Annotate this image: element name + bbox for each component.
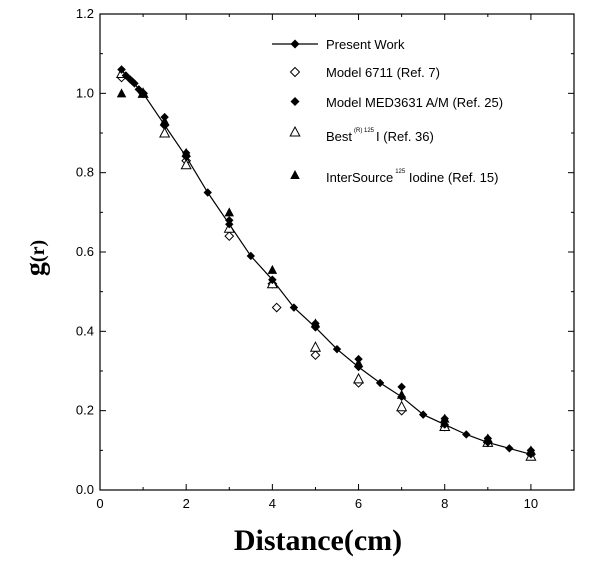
data-point-present-work <box>268 275 277 284</box>
data-point-present-work <box>483 438 493 447</box>
data-point-intersource <box>224 207 235 217</box>
y-tick-label: 0.6 <box>76 244 94 259</box>
x-tick-label: 2 <box>183 496 190 511</box>
x-tick-label: 6 <box>355 496 362 511</box>
legend-entry-best: Best (R) 125 I (Ref. 36) <box>289 125 434 144</box>
y-tick-label: 0.4 <box>76 323 94 338</box>
data-point-present-work <box>117 65 126 74</box>
legend-entry-model-6711: Model 6711 (Ref. 7) <box>289 65 440 80</box>
legend-marker-present-work <box>290 39 300 49</box>
legend-label-best-rest: I (Ref. 36) <box>376 129 434 144</box>
series-model-med3631 <box>117 65 536 455</box>
data-point-present-work <box>526 450 536 459</box>
data-point-present-work <box>354 362 363 372</box>
x-tick-label: 8 <box>441 496 448 511</box>
legend-entry-model-med3631: Model MED3631 A/M (Ref. 25) <box>290 95 503 110</box>
x-tick-label: 4 <box>269 496 276 511</box>
data-point-present-work <box>505 444 514 453</box>
data-point-present-work <box>397 392 406 401</box>
legend-label-model-med3631: Model MED3631 A/M (Ref. 25) <box>326 95 503 110</box>
data-point-present-work <box>418 410 428 419</box>
x-tick-label: 10 <box>524 496 538 511</box>
series-layer <box>115 65 537 461</box>
series-best <box>115 67 537 461</box>
legend-label-best-main: Best <box>326 129 352 144</box>
data-point-present-work <box>130 79 139 88</box>
legend-marker-best <box>289 125 301 137</box>
legend-marker-model-med3631 <box>290 97 300 106</box>
legend-label-intersource: InterSource 125 Iodine (Ref. 15) <box>326 169 498 185</box>
y-tick-label: 0.2 <box>76 403 94 418</box>
data-point-present-work <box>225 220 234 229</box>
data-point-present-work <box>462 430 471 439</box>
y-tick-label: 0.8 <box>76 165 94 180</box>
data-point-best <box>352 372 365 384</box>
data-point-best <box>180 158 192 170</box>
y-axis-title-paren: (r) <box>27 240 49 262</box>
legend-label-present-work: Present Work <box>326 37 405 52</box>
series-line-present-work <box>121 69 532 455</box>
legend-marker-intersource <box>290 170 300 179</box>
plot-frame <box>99 13 575 491</box>
legend-entry-intersource: InterSource 125 Iodine (Ref. 15) <box>290 169 498 185</box>
data-point-best <box>396 400 408 412</box>
axis-ticks <box>99 13 574 491</box>
data-point-model-6711 <box>310 350 321 361</box>
data-point-model-6711 <box>224 231 235 242</box>
x-tick-labels: 0 2 4 6 8 10 <box>96 496 538 511</box>
y-axis-title: g(r) <box>20 240 51 276</box>
data-point-model-6711 <box>271 302 282 313</box>
y-tick-label: 1.2 <box>76 6 94 21</box>
data-point-present-work <box>332 344 342 354</box>
data-point-model-med3631 <box>397 382 406 392</box>
legend-label-model-6711: Model 6711 (Ref. 7) <box>326 65 440 80</box>
data-point-intersource <box>181 147 191 157</box>
data-point-best <box>159 126 171 138</box>
legend-label-intersource-sup: 125 <box>395 169 406 175</box>
data-point-intersource <box>483 433 493 443</box>
series-present-work <box>117 65 536 459</box>
data-point-best <box>309 341 322 352</box>
data-point-present-work <box>203 188 212 197</box>
legend-label-intersource-main: InterSource <box>326 170 393 185</box>
legend-label-best: Best (R) 125 I (Ref. 36) <box>326 128 434 144</box>
data-point-present-work <box>311 323 320 332</box>
y-tick-label: 1.0 <box>76 85 94 100</box>
y-tick-label: 0.0 <box>76 482 94 497</box>
data-point-intersource <box>439 413 450 423</box>
data-point-present-work <box>246 251 256 261</box>
y-axis-title-main: g <box>20 262 51 276</box>
data-point-present-work <box>121 71 131 80</box>
data-point-intersource <box>159 116 170 126</box>
data-point-present-work <box>138 89 148 98</box>
data-point-present-work <box>181 152 191 161</box>
data-point-present-work <box>289 303 299 312</box>
y-tick-labels: 0.0 0.2 0.4 0.6 0.8 1.0 1.2 <box>76 6 94 497</box>
data-point-present-work <box>160 120 169 130</box>
data-point-intersource <box>116 88 127 98</box>
legend-label-best-sup: (R) 125 <box>354 128 375 134</box>
legend: Present Work Model 6711 (Ref. 7) Model M… <box>272 37 503 185</box>
x-axis-title: Distance(cm) <box>234 524 402 557</box>
legend-marker-model-6711 <box>289 66 301 78</box>
data-point-present-work <box>440 420 449 429</box>
x-tick-label: 0 <box>96 496 103 511</box>
data-point-intersource <box>267 264 278 274</box>
data-point-present-work <box>375 378 385 388</box>
legend-entry-present-work: Present Work <box>272 37 405 52</box>
legend-label-intersource-rest: Iodine (Ref. 15) <box>405 170 498 185</box>
data-point-intersource <box>526 445 536 455</box>
